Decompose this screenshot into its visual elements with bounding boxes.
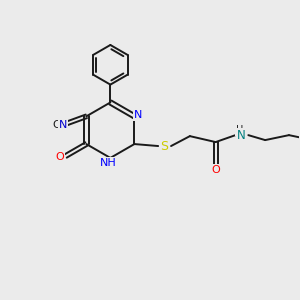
Text: N: N: [237, 129, 246, 142]
Text: S: S: [160, 140, 168, 152]
Text: O: O: [56, 152, 64, 162]
Text: N: N: [134, 110, 142, 120]
Text: C: C: [52, 120, 60, 130]
Text: N: N: [59, 120, 67, 130]
Text: O: O: [211, 165, 220, 175]
Text: H: H: [236, 125, 243, 135]
Text: NH: NH: [100, 158, 117, 168]
